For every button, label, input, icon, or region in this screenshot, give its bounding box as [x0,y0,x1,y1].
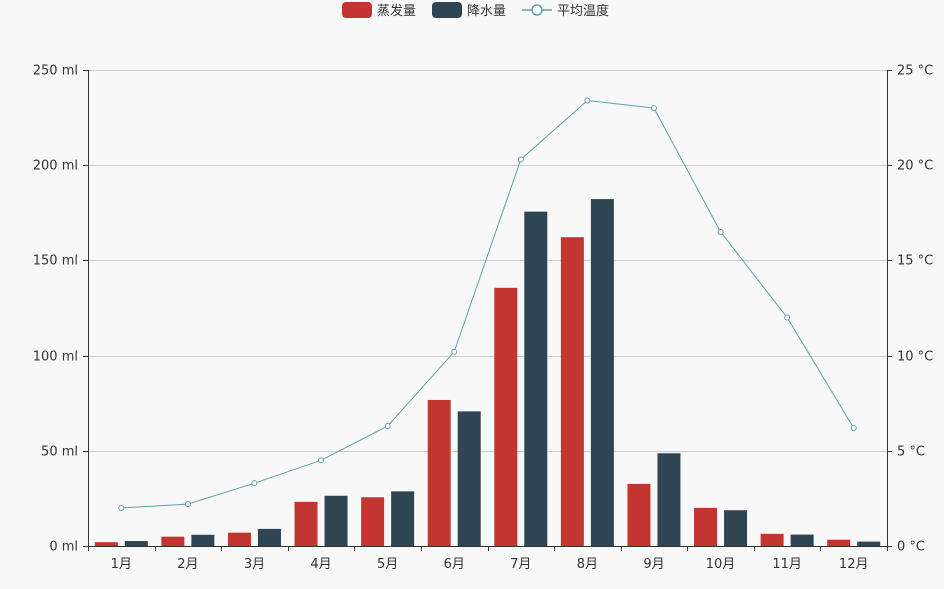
bar-precipitation [457,411,481,546]
x-tick-label: 3月 [244,557,265,572]
bar-evaporation [161,536,185,546]
right-y-tick-label: 0 °C [897,540,925,555]
x-tick-label: 9月 [643,557,664,572]
temperature-line [121,99,855,509]
temperature-point [717,228,724,235]
bar-precipitation [657,453,681,546]
bar-precipitation [391,491,415,546]
legend-swatch [342,2,372,18]
x-tick-label: 11月 [772,557,802,572]
temperature-point [118,504,125,511]
bar-precipitation [590,199,614,547]
bar-precipitation [857,541,881,546]
x-tick-label: 5月 [377,557,398,572]
legend-label: 平均温度 [557,3,609,19]
legend-label: 蒸发量 [377,3,416,19]
bar-evaporation [827,539,851,546]
left-y-tick-label: 50 ml [41,445,78,460]
right-y-tick-label: 20 °C [897,159,933,174]
temperature-point [384,423,391,430]
bar-evaporation [294,501,318,546]
legend-label: 降水量 [467,4,506,19]
x-tick-label: 12月 [839,557,869,572]
temperature-point [251,480,258,487]
legend-item-precipitation[interactable]: 降水量 [432,2,506,19]
bar-evaporation [560,237,584,546]
grid-lines [88,70,887,452]
bar-series [94,199,881,547]
right-y-tick-label: 15 °C [897,254,933,269]
bar-evaporation [427,399,451,546]
temperature-point [451,348,458,355]
x-tick-label: 7月 [510,557,531,572]
legend-swatch [432,2,462,18]
legend: 蒸发量 降水量 平均温度 [342,2,609,19]
temperature-point [517,156,524,163]
bar-precipitation [524,211,548,546]
left-y-tick-label: 0 ml [49,540,78,555]
left-y-tick-label: 150 ml [33,254,78,269]
right-y-tick-label: 10 °C [897,350,933,365]
line-series [118,97,857,511]
left-y-tick-label: 250 ml [33,64,78,79]
right-y-tick-label: 25 °C [897,64,933,79]
x-tick-label: 1月 [111,557,132,572]
bar-precipitation [724,510,748,546]
bar-precipitation [257,528,281,546]
temperature-point [584,97,591,104]
bar-evaporation [227,532,251,546]
right-y-tick-label: 5 °C [897,445,925,460]
left-y-tick-label: 100 ml [33,350,78,365]
legend-item-temperature[interactable]: 平均温度 [522,3,609,19]
bar-evaporation [627,483,651,546]
temperature-point [784,314,791,321]
temperature-point [318,457,325,464]
left-y-tick-label: 200 ml [33,159,78,174]
x-tick-label: 8月 [577,557,598,572]
x-tick-label: 2月 [177,557,198,572]
bar-precipitation [124,541,148,546]
legend-item-evaporation[interactable]: 蒸发量 [342,2,416,19]
bar-precipitation [790,534,814,546]
bar-precipitation [324,495,348,546]
bar-evaporation [694,507,718,546]
temperature-point [850,424,857,431]
bar-evaporation [494,287,518,546]
axes: 0 ml 50 ml 100 ml 150 ml 200 ml 250 ml 0 °C 5 °… [33,64,934,573]
bar-evaporation [361,497,385,546]
x-tick-label: 10月 [706,557,736,572]
x-tick-label: 6月 [444,557,465,572]
temperature-point [184,501,191,508]
legend-circle-swatch [531,4,543,16]
x-tick-label: 4月 [310,557,331,572]
bar-evaporation [760,533,784,546]
bar-evaporation [94,542,118,546]
bar-precipitation [191,534,215,546]
temperature-point [650,105,657,112]
